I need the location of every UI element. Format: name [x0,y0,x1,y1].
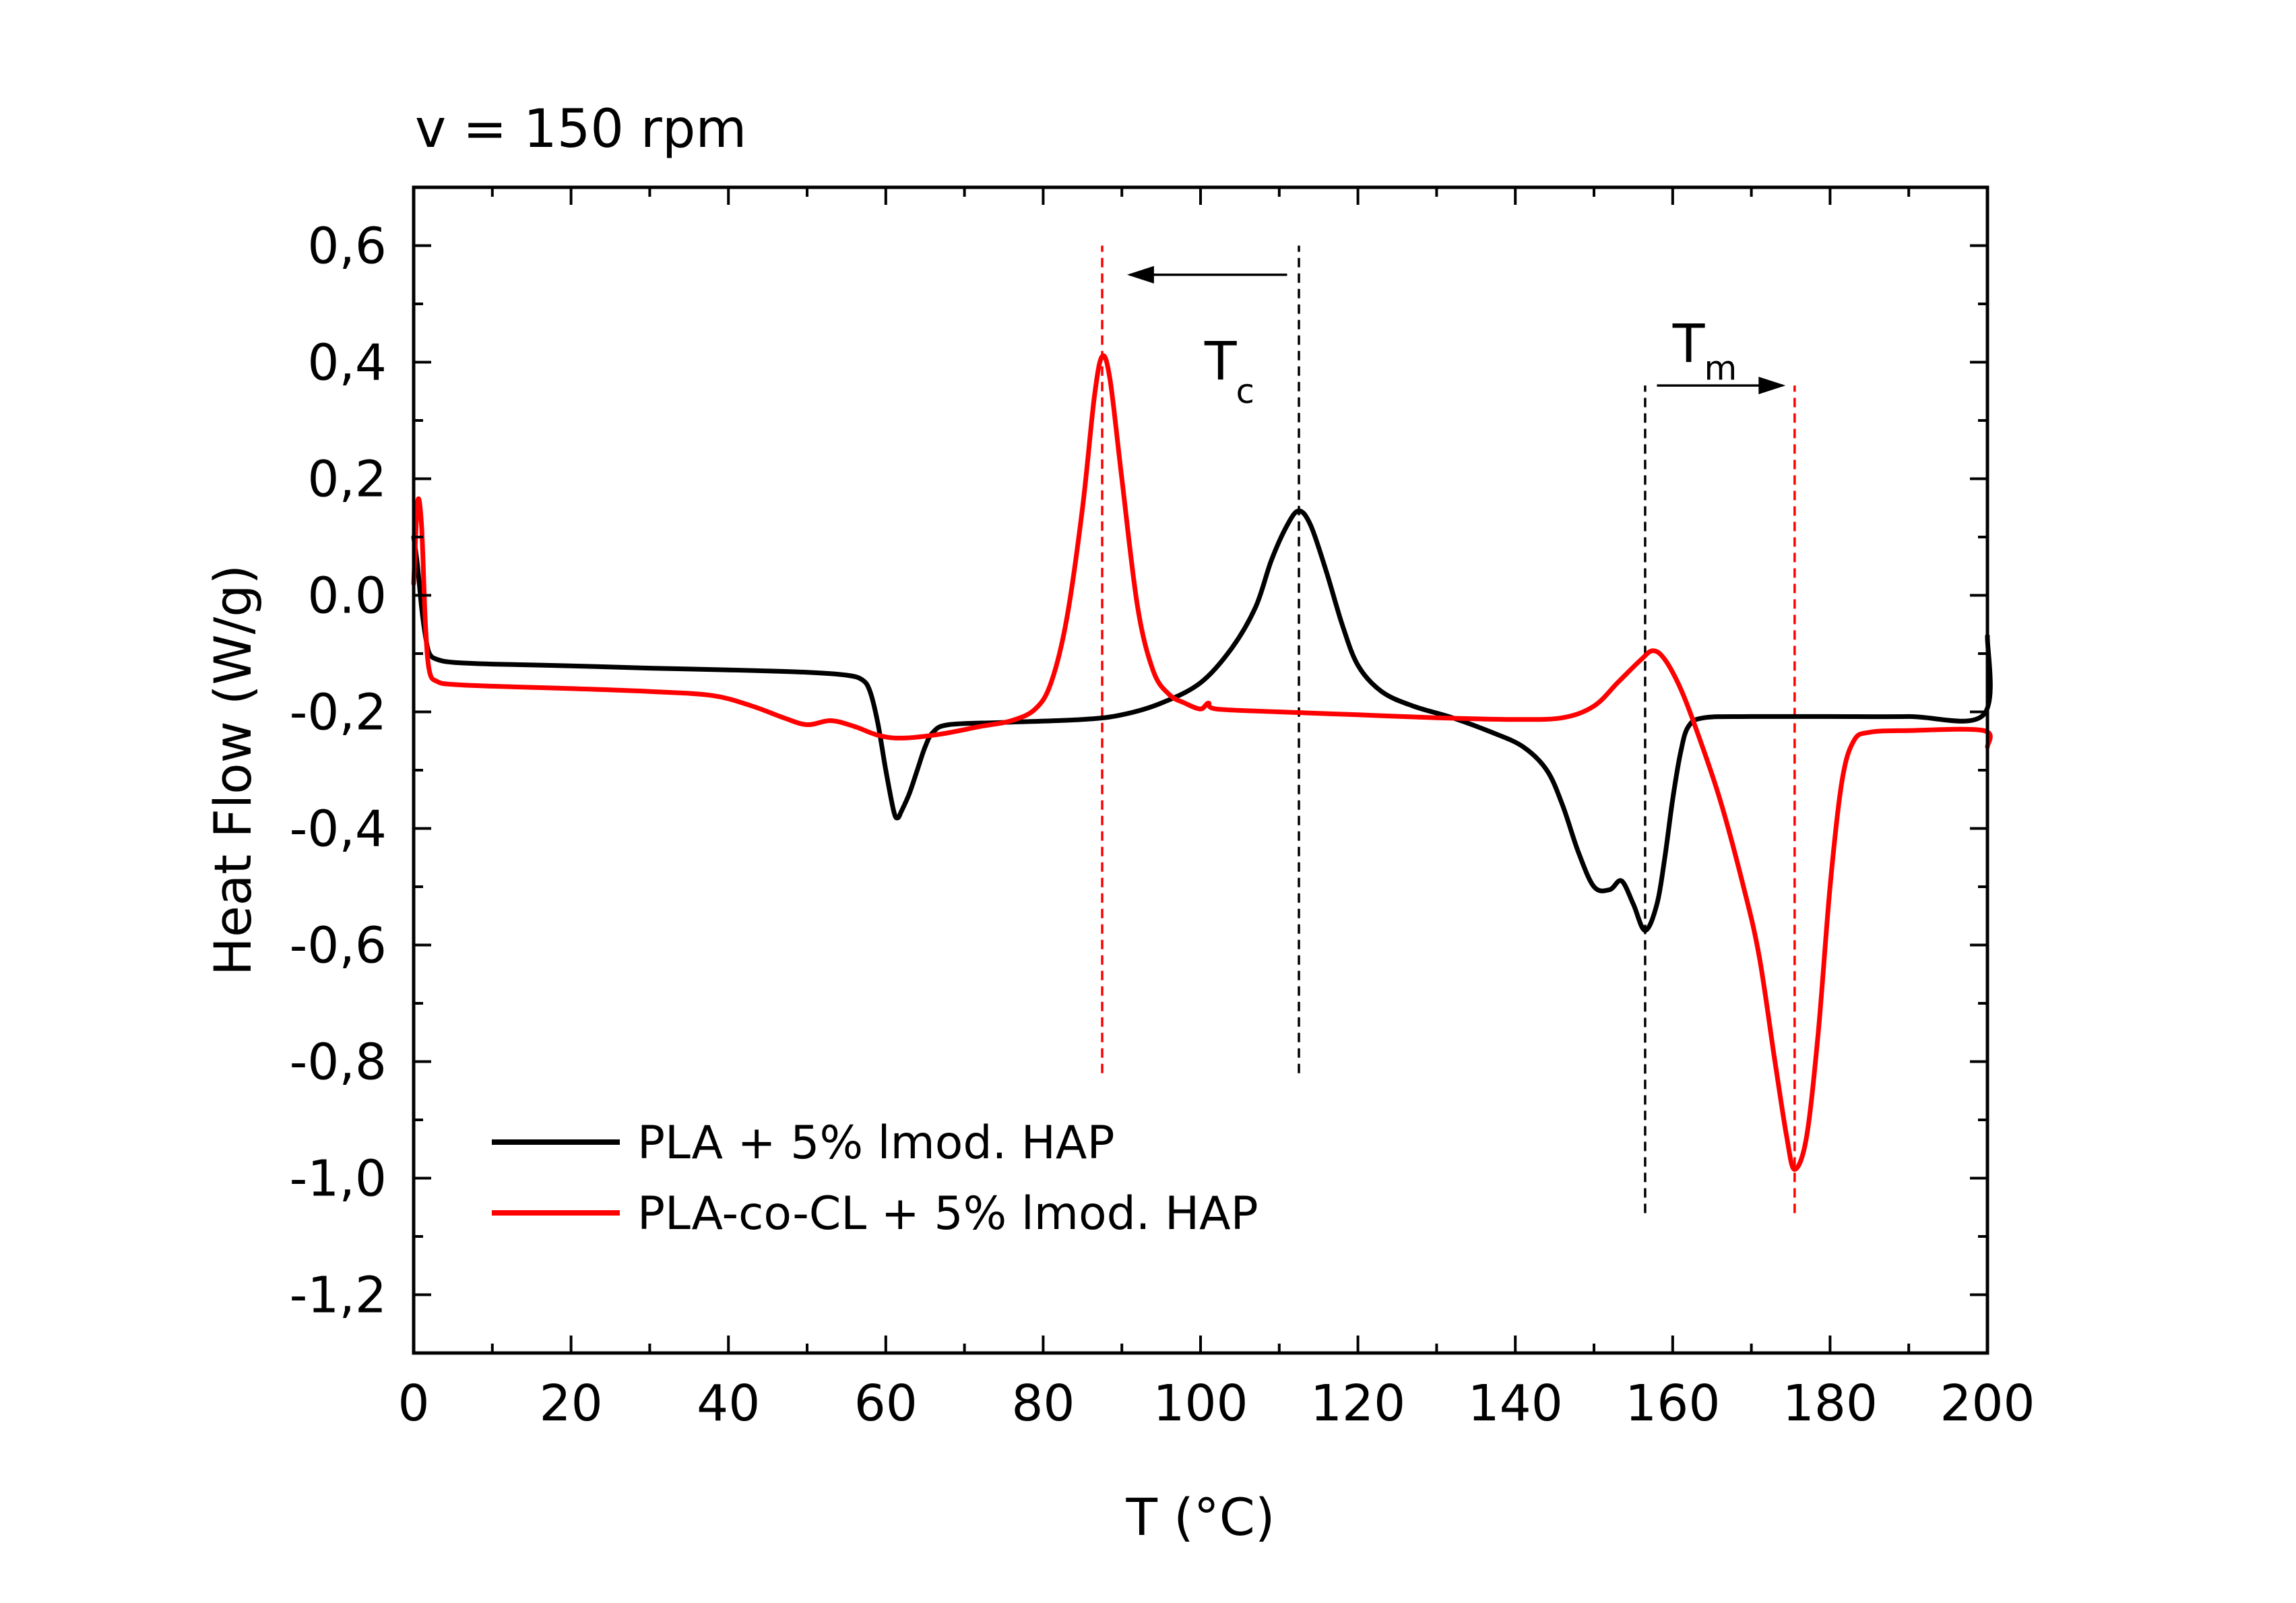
series-line-pla-co-cl [411,353,1993,1172]
x-tick-label: 0 [397,1375,429,1433]
x-tick-label: 120 [1310,1375,1405,1433]
y-tick-label: -0,4 [290,800,387,858]
y-tick-label: 0.0 [307,567,387,625]
tc-label: T [1204,332,1237,392]
y-tick-label: 0,2 [307,451,387,509]
tm-subscript: m [1704,348,1737,387]
x-axis-title: T (°C) [1126,1487,1275,1547]
y-tick-label: -1,0 [290,1150,387,1208]
plot-frame [412,185,1989,1355]
axis-ticks [412,186,1989,1354]
reference-lines [1101,245,1796,1214]
tm-arrow-head [1758,377,1786,395]
legend: PLA + 5% lmod. HAP PLA-co-CL + 5% lmod. H… [492,1117,1258,1240]
y-tick-label: -0,6 [290,917,387,975]
y-tick-label: 0,6 [307,218,387,276]
tick-labels: 0 20 40 60 80 100 120 140 160 180 200 0,6 0,4 0,2 0.0 -… [290,218,2035,1433]
data-series [411,353,1993,1172]
y-axis-title: Heat Flow (W/g) [203,565,263,976]
x-tick-label: 40 [697,1375,760,1433]
legend-label: PLA + 5% lmod. HAP [637,1117,1114,1170]
x-tick-label: 180 [1783,1375,1878,1433]
x-tick-label: 160 [1625,1375,1720,1433]
y-tick-label: -0,2 [290,684,387,742]
x-tick-label: 80 [1011,1375,1075,1433]
legend-label: PLA-co-CL + 5% lmod. HAP [637,1187,1258,1240]
chart-title: v = 150 rpm [415,99,746,160]
tc-arrow-head [1126,265,1154,284]
y-tick-label: -1,2 [290,1267,387,1325]
x-tick-label: 200 [1940,1375,2035,1433]
x-tick-label: 20 [540,1375,603,1433]
tm-label: T [1672,315,1705,375]
x-tick-label: 140 [1468,1375,1563,1433]
y-tick-label: 0,4 [307,334,387,392]
x-tick-label: 60 [854,1375,918,1433]
x-tick-label: 100 [1153,1375,1248,1433]
tc-subscript: c [1236,372,1255,411]
y-tick-label: -0,8 [290,1034,387,1092]
series-line-pla [411,508,1993,933]
